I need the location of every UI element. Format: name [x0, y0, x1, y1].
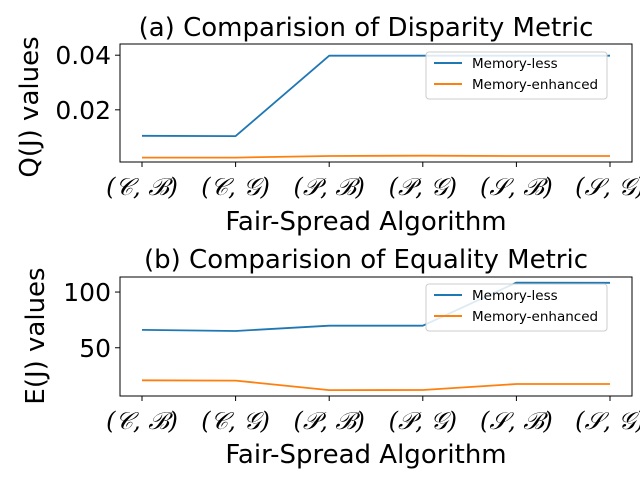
chart-b-ticks: (𝒞, ℬ) (𝒞, 𝒢) (𝒫, ℬ) (𝒫, 𝒢) (𝒮, ℬ) (𝒮, 𝒢) 50 10…: [63, 278, 640, 435]
chart-b-legend-label-0: Memory-less: [472, 288, 558, 304]
chart-b-ytick-label: 100: [63, 278, 111, 307]
chart-a-xtick-label: (𝒮, ℬ): [480, 173, 553, 201]
chart-a-title: (a) Comparision of Disparity Metric: [139, 13, 594, 43]
chart-a-xtick-label: (𝒞, ℬ): [106, 173, 178, 201]
chart-a-frame: [119, 43, 633, 163]
chart-a-legend: Memory-less Memory-enhanced: [425, 51, 608, 100]
chart-b-xtick-label: (𝒫, 𝒢): [389, 407, 457, 435]
chart-b-frame: [119, 276, 633, 397]
chart-b: (b) Comparision of Equality Metric E(J) …: [21, 245, 640, 470]
chart-b-series-line-1: [141, 379, 610, 392]
chart-a-ticks: (𝒞, ℬ) (𝒞, 𝒢) (𝒫, ℬ) (𝒫, 𝒢) (𝒮, ℬ) (𝒮, 𝒢) 0.02…: [55, 41, 640, 201]
chart-b-series-line-0: [141, 281, 611, 332]
chart-b-legend: Memory-less Memory-enhanced: [425, 283, 608, 332]
chart-b-legend-label-1: Memory-enhanced: [472, 309, 598, 325]
chart-a-xtick-label: (𝒮, 𝒢): [575, 173, 640, 201]
chart-a-ytick-label: 0.02: [55, 96, 111, 125]
chart-a-series-line-1: [142, 154, 610, 159]
chart-b-ylabel: E(J) values: [21, 267, 51, 404]
chart-b-legend-box: [425, 283, 608, 332]
chart-a-xlabel: Fair-Spread Algorithm: [225, 207, 506, 237]
chart-b-xtick-label: (𝒫, ℬ): [293, 407, 364, 435]
chart-a-xtick-label: (𝒞, 𝒢): [201, 173, 270, 201]
chart-a-ylabel: Q(J) values: [15, 36, 45, 177]
chart-b-xtick-label: (𝒮, 𝒢): [575, 407, 640, 435]
chart-b-xlabel: Fair-Spread Algorithm: [225, 440, 506, 470]
chart-b-xtick-label: (𝒞, ℬ): [106, 407, 178, 435]
chart-a-legend-label-0: Memory-less: [472, 56, 558, 72]
chart-a-xtick-label: (𝒫, ℬ): [293, 173, 364, 201]
chart-b-lines: [141, 281, 611, 392]
chart-a-legend-box: [425, 51, 608, 100]
chart-b-xtick-label: (𝒮, ℬ): [480, 407, 553, 435]
chart-a: (a) Comparision of Disparity Metric Q(J)…: [15, 13, 640, 237]
chart-b-xtick-label: (𝒞, 𝒢): [201, 407, 270, 435]
chart-b-ytick-label: 50: [79, 334, 111, 363]
chart-a-xtick-label: (𝒫, 𝒢): [389, 173, 457, 201]
chart-a-ytick-label: 0.04: [55, 41, 111, 70]
chart-b-title: (b) Comparision of Equality Metric: [144, 245, 588, 275]
chart-a-legend-label-1: Memory-enhanced: [472, 77, 598, 93]
